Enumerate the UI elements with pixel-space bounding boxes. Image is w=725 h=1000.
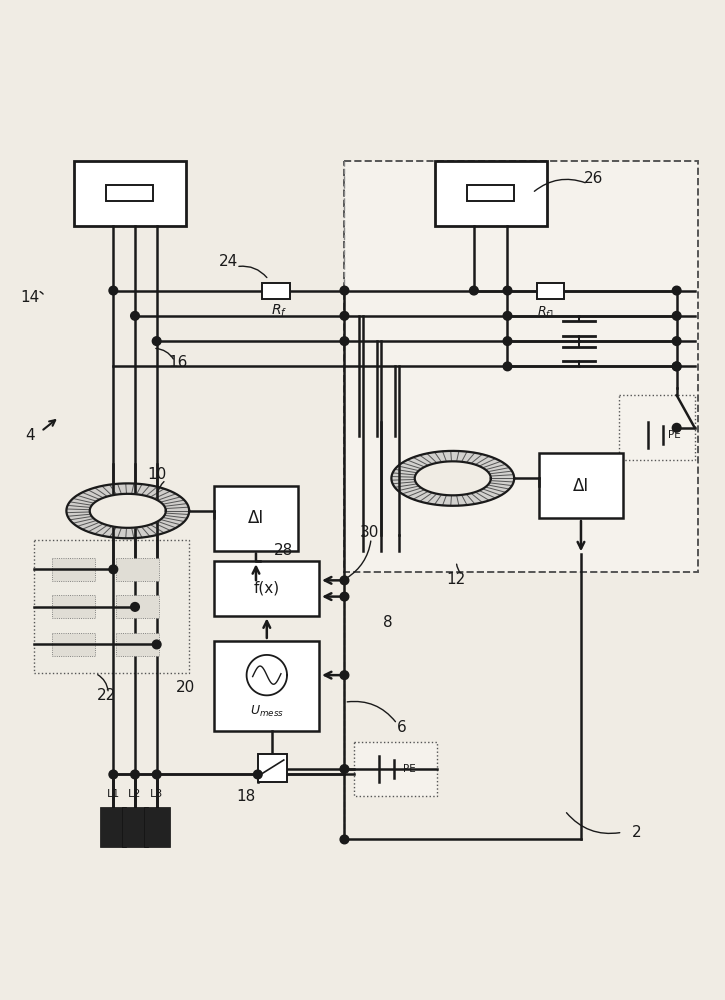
FancyBboxPatch shape	[262, 283, 289, 298]
FancyBboxPatch shape	[52, 558, 95, 581]
Circle shape	[672, 423, 681, 432]
Circle shape	[109, 770, 117, 779]
Text: 30: 30	[360, 525, 379, 540]
Circle shape	[340, 592, 349, 601]
FancyBboxPatch shape	[34, 540, 189, 673]
Text: L1: L1	[107, 789, 120, 799]
Circle shape	[470, 286, 478, 295]
FancyBboxPatch shape	[539, 453, 623, 518]
Bar	[144, 807, 170, 847]
Bar	[100, 807, 126, 847]
Circle shape	[340, 835, 349, 844]
FancyBboxPatch shape	[52, 595, 95, 618]
Circle shape	[340, 576, 349, 585]
FancyBboxPatch shape	[435, 161, 547, 226]
Text: 14: 14	[20, 290, 40, 305]
FancyBboxPatch shape	[344, 161, 698, 572]
FancyBboxPatch shape	[215, 561, 319, 616]
FancyBboxPatch shape	[52, 633, 95, 656]
Circle shape	[672, 362, 681, 371]
FancyBboxPatch shape	[106, 185, 153, 201]
Text: 10: 10	[147, 467, 166, 482]
Text: 8: 8	[383, 615, 393, 630]
Circle shape	[503, 312, 512, 320]
Circle shape	[340, 337, 349, 345]
FancyBboxPatch shape	[536, 283, 564, 298]
Text: 18: 18	[236, 789, 255, 804]
FancyBboxPatch shape	[74, 161, 186, 226]
Text: 2: 2	[632, 825, 642, 840]
Text: $U_{mess}$: $U_{mess}$	[250, 704, 283, 719]
Text: ΔI: ΔI	[248, 509, 264, 527]
FancyBboxPatch shape	[258, 754, 286, 782]
Circle shape	[672, 286, 681, 295]
Text: L3: L3	[150, 789, 163, 799]
Text: f(x): f(x)	[254, 581, 280, 596]
Circle shape	[672, 312, 681, 320]
Text: 24: 24	[219, 254, 239, 269]
Circle shape	[340, 286, 349, 295]
FancyBboxPatch shape	[467, 185, 514, 201]
Circle shape	[109, 286, 117, 295]
Polygon shape	[415, 461, 491, 495]
Circle shape	[340, 671, 349, 679]
Text: 6: 6	[397, 720, 407, 735]
Circle shape	[130, 603, 139, 611]
Text: ΔI: ΔI	[573, 477, 589, 495]
Circle shape	[672, 337, 681, 345]
FancyBboxPatch shape	[115, 558, 159, 581]
Polygon shape	[67, 483, 189, 538]
Circle shape	[503, 362, 512, 371]
Text: 22: 22	[96, 688, 116, 702]
Text: PE: PE	[668, 430, 682, 440]
Text: 12: 12	[447, 572, 466, 587]
Circle shape	[130, 770, 139, 779]
Bar	[122, 807, 148, 847]
Text: 16: 16	[169, 355, 188, 370]
FancyBboxPatch shape	[215, 486, 297, 551]
FancyBboxPatch shape	[215, 641, 319, 731]
Text: 26: 26	[584, 171, 603, 186]
Circle shape	[503, 337, 512, 345]
Text: $R_f$: $R_f$	[271, 303, 288, 319]
Text: L2: L2	[128, 789, 141, 799]
Circle shape	[152, 337, 161, 345]
Circle shape	[672, 362, 681, 371]
Circle shape	[340, 312, 349, 320]
Text: 28: 28	[273, 543, 293, 558]
Circle shape	[254, 770, 262, 779]
Circle shape	[152, 640, 161, 649]
Circle shape	[130, 312, 139, 320]
Circle shape	[503, 286, 512, 295]
Text: 20: 20	[176, 680, 195, 695]
FancyBboxPatch shape	[354, 742, 437, 796]
FancyBboxPatch shape	[115, 595, 159, 618]
Polygon shape	[90, 494, 166, 528]
Circle shape	[109, 565, 117, 574]
FancyBboxPatch shape	[115, 633, 159, 656]
Text: PE: PE	[403, 764, 416, 774]
Text: 4: 4	[25, 428, 35, 442]
Text: $R_{f1}$: $R_{f1}$	[537, 305, 556, 320]
FancyBboxPatch shape	[619, 395, 695, 460]
Circle shape	[152, 770, 161, 779]
Circle shape	[340, 765, 349, 773]
Polygon shape	[392, 451, 514, 506]
